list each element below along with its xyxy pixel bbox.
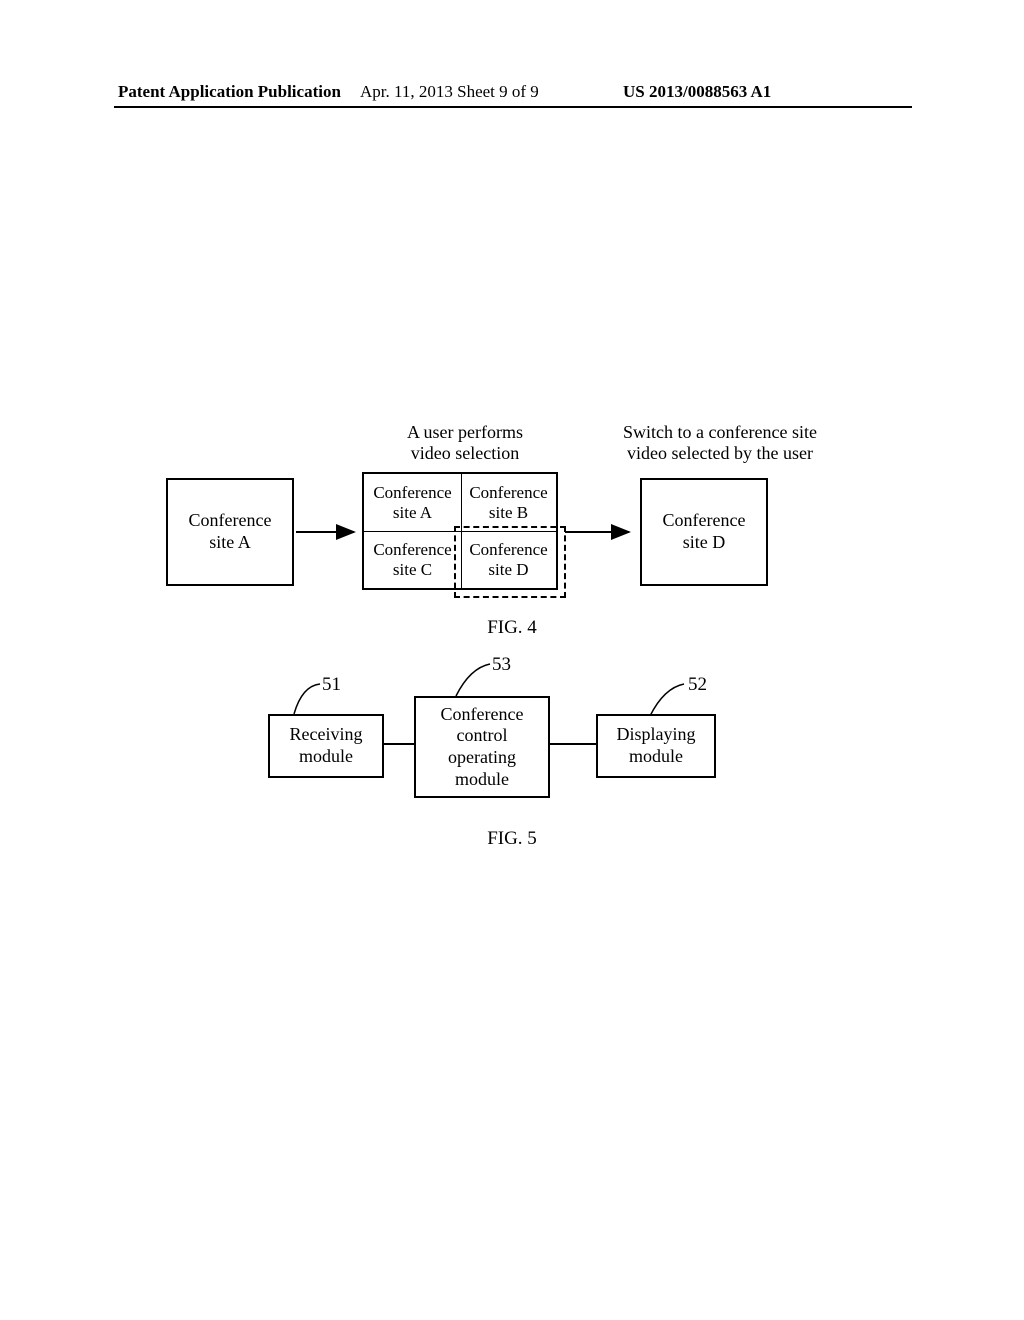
fig5-label: FIG. 5 <box>0 828 1024 850</box>
connector-51-53 <box>384 740 414 748</box>
fig5-conference-control-module: Conference control operating module <box>414 696 550 798</box>
fig4-caption-left: A user performs video selection <box>375 422 555 463</box>
ref-51: 51 <box>322 674 341 696</box>
fig4-label: FIG. 4 <box>0 617 1024 639</box>
header-rule <box>114 106 912 108</box>
fig4-box-left-label: Conference site A <box>189 510 272 553</box>
fig4-cell-d: Conference site D <box>461 531 556 588</box>
fig4-grid: Conference site A Conference site B Conf… <box>362 472 558 590</box>
fig5-box-right-label: Displaying module <box>617 724 696 767</box>
fig4-box-conference-a: Conference site A <box>166 478 294 586</box>
fig5-receiving-module: Receiving module <box>268 714 384 778</box>
ref-53: 53 <box>492 654 511 676</box>
fig4-caption-right: Switch to a conference site video select… <box>595 422 845 463</box>
fig5-box-mid-label: Conference control operating module <box>441 704 524 790</box>
header-center: Apr. 11, 2013 Sheet 9 of 9 <box>360 82 539 102</box>
fig4-cell-c: Conference site C <box>364 531 461 588</box>
header-left: Patent Application Publication <box>118 82 341 102</box>
arrow-grid-to-right <box>565 522 637 542</box>
ref53-leader <box>448 660 498 700</box>
fig4-cell-b: Conference site B <box>461 474 556 531</box>
fig5-box-left-label: Receiving module <box>290 724 363 767</box>
fig5-displaying-module: Displaying module <box>596 714 716 778</box>
fig4-box-right-label: Conference site D <box>663 510 746 553</box>
connector-53-52 <box>550 740 596 748</box>
header-right: US 2013/0088563 A1 <box>623 82 771 102</box>
ref-52: 52 <box>688 674 707 696</box>
fig4-cell-a: Conference site A <box>364 474 461 531</box>
arrow-left-to-grid <box>296 522 362 542</box>
fig4-box-conference-d: Conference site D <box>640 478 768 586</box>
